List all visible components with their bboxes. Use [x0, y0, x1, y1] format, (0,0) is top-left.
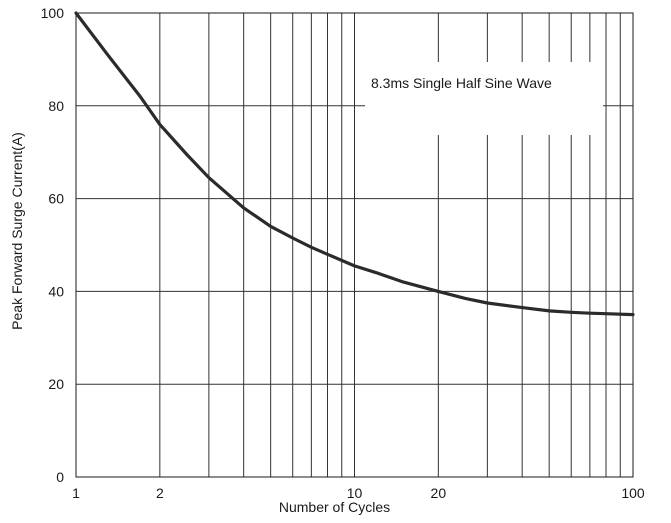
- y-tick-label: 80: [48, 98, 64, 114]
- series-layer: [74, 11, 635, 317]
- x-tick-labels: 1 2 10 20 100: [72, 485, 645, 501]
- y-tick-label: 40: [48, 283, 64, 299]
- y-axis-title: Peak Forward Surge Current(A): [9, 132, 25, 330]
- plot-frame: [75, 12, 634, 478]
- x-tick-label: 10: [347, 485, 363, 501]
- y-tick-label: 20: [48, 376, 64, 392]
- y-tick-label: 0: [56, 469, 64, 485]
- x-axis-title: Number of Cycles: [279, 499, 390, 515]
- annotation-background: [365, 62, 603, 135]
- annotation-text: 8.3ms Single Half Sine Wave: [371, 75, 552, 91]
- y-tick-label: 60: [48, 191, 64, 207]
- x-tick-label: 100: [621, 485, 645, 501]
- x-tick-label: 20: [431, 485, 447, 501]
- x-tick-label: 1: [72, 485, 80, 501]
- y-tick-labels: 0 20 40 60 80 100: [41, 5, 65, 485]
- y-tick-label: 100: [41, 5, 65, 21]
- surge-curve: [74, 11, 635, 317]
- x-tick-label: 2: [156, 485, 164, 501]
